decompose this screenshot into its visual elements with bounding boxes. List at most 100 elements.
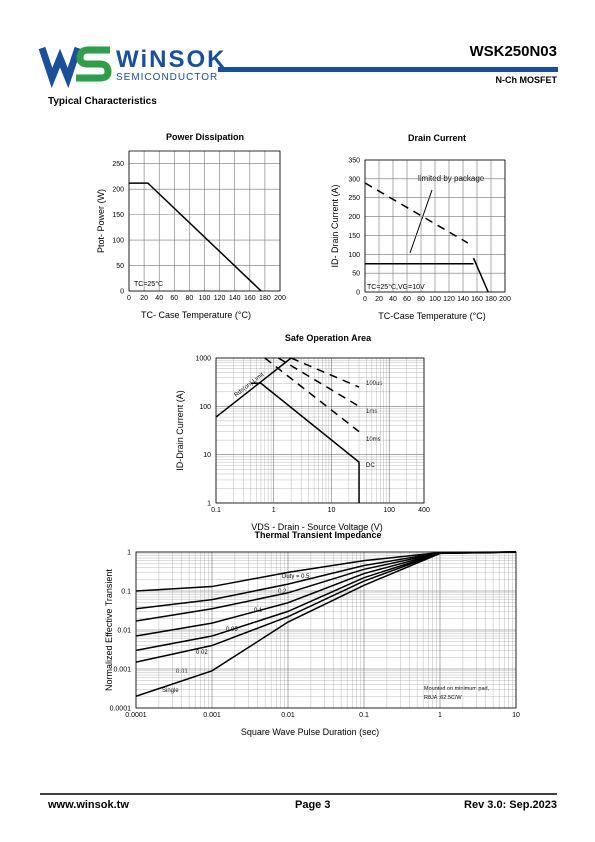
- x-tick-label: 0: [363, 296, 367, 303]
- y-tick-label: 300: [348, 176, 360, 183]
- x-tick-label: 0.01: [281, 712, 295, 719]
- y-tick-label: 200: [348, 214, 360, 221]
- x-tick-label: 100: [429, 296, 441, 303]
- series-line: [290, 357, 360, 388]
- annotation: RθJA :62.5C/W: [424, 695, 462, 701]
- y-tick-label: 250: [348, 195, 360, 202]
- y-tick-label: 0: [356, 290, 360, 297]
- x-tick-label: 10: [328, 507, 336, 514]
- annotation: 100us: [366, 381, 382, 387]
- y-tick-label: 0.001: [113, 667, 131, 674]
- x-tick-label: 160: [471, 296, 483, 303]
- series-line: [364, 182, 469, 244]
- header-bar: [218, 67, 558, 72]
- chart-title: Power Dissipation: [166, 132, 244, 142]
- x-tick-label: 160: [244, 295, 256, 302]
- x-tick-label: 200: [499, 296, 511, 303]
- series-line: [277, 357, 360, 407]
- chart-title: Safe Operation Area: [285, 333, 372, 343]
- annotation: Mounted on minimum pad,: [424, 686, 490, 692]
- logo-w: [38, 46, 82, 89]
- x-tick-label: 40: [155, 295, 163, 302]
- x-tick-label: 1: [272, 507, 276, 514]
- logo-s: [76, 46, 112, 82]
- annotation: Single: [162, 688, 179, 694]
- part-number: WSK250N03: [469, 43, 557, 60]
- y-tick-label: 150: [112, 212, 124, 219]
- y-tick-label: 150: [348, 233, 360, 240]
- x-tick-label: 180: [259, 295, 271, 302]
- x-tick-label: 100: [199, 295, 211, 302]
- annotation: 0.01: [176, 669, 188, 675]
- plot-frame: [135, 551, 517, 709]
- x-tick-label: 40: [389, 296, 397, 303]
- y-tick-label: 1: [127, 550, 131, 557]
- y-tick-label: 1000: [195, 356, 211, 363]
- plot-frame: [215, 357, 425, 504]
- annotation: TC=25°C: [134, 280, 163, 288]
- y-tick-label: 50: [352, 271, 360, 278]
- brand: WiNSOK: [116, 46, 226, 73]
- x-tick-label: 0.1: [211, 507, 221, 514]
- device-type: N-Ch MOSFET: [496, 75, 558, 85]
- y-tick-label: 200: [112, 187, 124, 194]
- chart-title: Thermal Transient Impedance: [254, 530, 381, 540]
- annotation: DC: [366, 463, 375, 469]
- x-axis-label: TC-Case Temperature (°C): [378, 311, 485, 321]
- series-line: [129, 182, 262, 292]
- footer-page: Page 3: [295, 799, 330, 811]
- x-tick-label: 400: [418, 507, 430, 514]
- x-tick-label: 140: [229, 295, 241, 302]
- y-tick-label: 100: [348, 252, 360, 259]
- chart-title: Drain Current: [408, 133, 466, 143]
- x-tick-label: 80: [186, 295, 194, 302]
- y-tick-label: 0.01: [117, 628, 131, 635]
- footer-site: www.winsok.tw: [47, 799, 129, 811]
- x-tick-label: 60: [170, 295, 178, 302]
- x-tick-label: 0.1: [359, 712, 369, 719]
- x-tick-label: 20: [140, 295, 148, 302]
- x-axis-label: VDS - Drain - Source Voltage (V): [251, 522, 383, 532]
- y-tick-label: 0.0001: [110, 706, 132, 713]
- y-tick-label: 50: [116, 263, 124, 270]
- x-tick-label: 20: [375, 296, 383, 303]
- y-tick-label: 100: [199, 404, 211, 411]
- y-tick-label: 10: [203, 452, 211, 459]
- x-tick-label: 80: [417, 296, 425, 303]
- section-title: Typical Characteristics: [48, 96, 157, 107]
- y-tick-label: 250: [112, 161, 124, 168]
- annotation: Duty = 0.5: [282, 574, 310, 580]
- logo: WiNSOK SEMICONDUCTOR: [38, 46, 226, 89]
- x-tick-label: 0.001: [203, 712, 221, 719]
- x-tick-label: 0: [127, 295, 131, 302]
- y-axis-label: ID-Drain Current (A): [175, 390, 185, 471]
- x-tick-label: 1: [438, 712, 442, 719]
- y-tick-label: 100: [112, 238, 124, 245]
- y-axis-label: ID- Drain Current (A): [330, 184, 340, 267]
- x-axis-label: Square Wave Pulse Duration (sec): [241, 727, 379, 737]
- note-box: [420, 682, 498, 702]
- annotation: 0.2: [278, 589, 287, 595]
- y-tick-label: 1: [207, 501, 211, 508]
- annotation: limited by package: [418, 174, 485, 183]
- x-tick-label: 120: [443, 296, 455, 303]
- x-tick-label: 200: [274, 295, 286, 302]
- x-tick-label: 120: [214, 295, 226, 302]
- x-tick-label: 180: [485, 296, 497, 303]
- y-tick-label: 0: [120, 289, 124, 296]
- series-line: [250, 382, 360, 503]
- plot-frame: [364, 159, 506, 293]
- series-line: [135, 551, 517, 697]
- series-line: [264, 357, 360, 433]
- y-axis-label: Normalized Effective Transient: [104, 569, 114, 691]
- plot-frame: [128, 150, 281, 292]
- x-tick-label: 60: [403, 296, 411, 303]
- series-line: [472, 257, 489, 293]
- x-tick-label: 10: [512, 712, 520, 719]
- x-tick-label: 140: [457, 296, 469, 303]
- y-tick-label: 350: [348, 158, 360, 165]
- x-tick-label: 100: [383, 507, 395, 514]
- annotation: 0.02: [196, 650, 208, 656]
- x-axis-label: TC- Case Temperature (°C): [141, 310, 251, 320]
